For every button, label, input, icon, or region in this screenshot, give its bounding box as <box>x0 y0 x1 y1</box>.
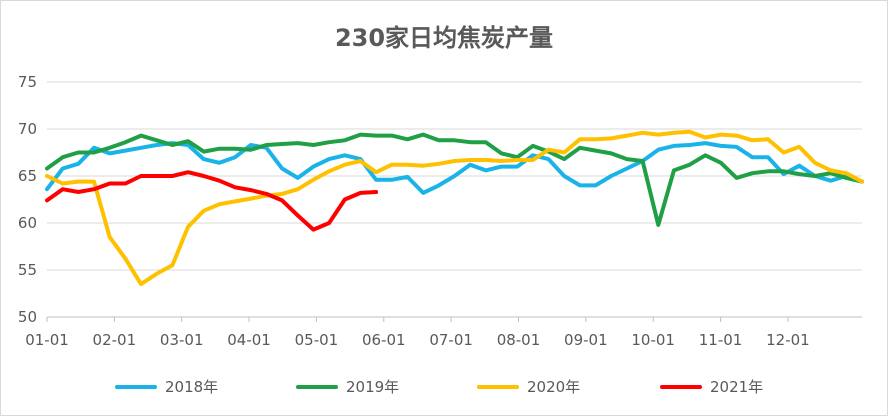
x-tick-label: 12-01 <box>766 331 810 349</box>
legend-swatch <box>115 384 157 389</box>
series-line-2021 <box>45 170 379 232</box>
x-tick-label: 07-01 <box>429 331 473 349</box>
legend-item-2020: 2020年 <box>477 376 580 397</box>
legend-item-2018: 2018年 <box>115 376 218 397</box>
x-tick-label: 02-01 <box>93 331 137 349</box>
legend-swatch <box>477 384 519 389</box>
y-axis: 50 55 60 65 70 75 <box>18 73 37 326</box>
legend-label: 2019年 <box>346 378 400 396</box>
x-tick-label: 10-01 <box>631 331 675 349</box>
x-tick-label: 04-01 <box>227 331 271 349</box>
series-line-2019 <box>45 132 864 227</box>
legend-swatch <box>296 384 338 389</box>
y-tick-label: 75 <box>18 73 37 91</box>
series-line-2020 <box>45 129 864 287</box>
y-tick-label: 60 <box>18 214 37 232</box>
legend-label: 2020年 <box>527 378 581 396</box>
x-axis: 01-01 02-01 03-01 04-01 05-01 06-01 07-01 08-01… <box>25 317 810 349</box>
legend-label: 2018年 <box>165 378 219 396</box>
legend-item-2021: 2021年 <box>660 376 763 397</box>
y-tick-label: 55 <box>18 261 37 279</box>
x-tick-label: 05-01 <box>295 331 339 349</box>
chart-title: 230家日均焦炭产量 <box>334 24 554 52</box>
y-tick-label: 70 <box>18 120 37 138</box>
gridlines <box>47 81 862 318</box>
y-tick-label: 65 <box>18 167 37 185</box>
y-tick-label: 50 <box>18 308 37 326</box>
series-lines <box>45 129 864 287</box>
x-tick-label: 09-01 <box>564 331 608 349</box>
x-tick-label: 08-01 <box>497 331 541 349</box>
x-tick-label: 03-01 <box>160 331 204 349</box>
legend: 2018年 2019年 2020年 2021年 <box>0 376 888 400</box>
legend-item-2019: 2019年 <box>296 376 399 397</box>
series-line-2018 <box>45 141 864 195</box>
legend-label: 2021年 <box>710 378 764 396</box>
x-tick-label: 06-01 <box>362 331 406 349</box>
x-tick-label: 11-01 <box>699 331 743 349</box>
x-tick-label: 01-01 <box>25 331 69 349</box>
legend-swatch <box>660 384 702 389</box>
